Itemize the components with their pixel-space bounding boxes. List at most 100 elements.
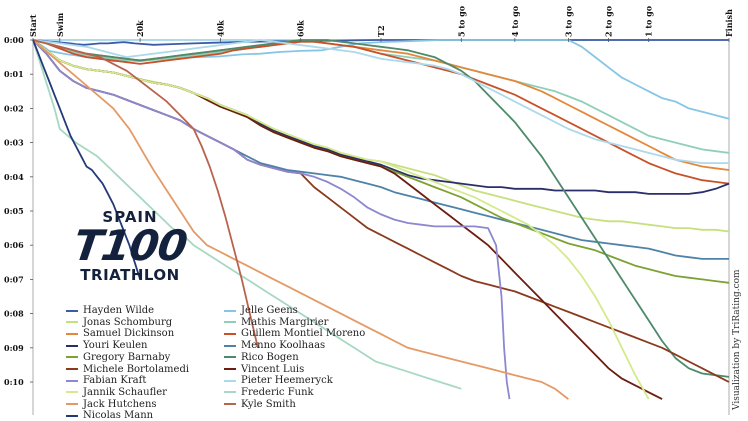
series-line — [32, 39, 730, 378]
legend-swatch — [224, 332, 236, 335]
credit-label: Visualization by TriRating.com — [732, 269, 742, 410]
y-tick-label: 0:05 — [4, 206, 24, 216]
series-line — [32, 39, 729, 165]
legend-item: Michele Bortolamedi — [66, 364, 189, 375]
y-tick-label: 0:10 — [4, 377, 24, 387]
x-tick-label: Finish — [724, 9, 734, 37]
y-tick-label: 0:00 — [4, 35, 24, 45]
legend-swatch — [224, 391, 236, 394]
series-line — [32, 39, 462, 390]
legend-swatch — [224, 356, 236, 359]
legend-item: Mathis Margirier — [224, 317, 328, 328]
x-axis-ticks: Start Swim 20k 40k 60k T2 5 to go 4 to go 3 to g… — [28, 5, 734, 42]
legend-swatch — [66, 332, 78, 335]
legend-item: Menno Koolhaas — [224, 340, 325, 351]
legend-label: Nicolas Mann — [83, 410, 154, 421]
legend-swatch — [224, 344, 236, 347]
legend-item: Youri Keulen — [66, 340, 147, 351]
legend-item: Frederic Funk — [224, 387, 314, 398]
legend-label: Pieter Heemeryck — [241, 375, 333, 387]
legend-item: Kyle Smith — [224, 399, 296, 410]
legend-swatch — [66, 391, 78, 394]
legend-swatch — [224, 309, 236, 312]
legend-item: Hayden Wilde — [66, 305, 154, 316]
x-tick-label: 4 to go — [510, 5, 520, 37]
legend-item: Jack Hutchens — [66, 399, 157, 410]
legend-label: Jannik Schaufler — [83, 386, 167, 398]
legend-swatch — [66, 414, 78, 417]
legend-swatch — [224, 368, 236, 370]
y-tick-label: 0:08 — [4, 309, 24, 319]
event-logo: SPAIN T100 TRIATHLON — [44, 208, 216, 284]
legend-swatch — [66, 321, 78, 324]
x-tick-label: Start — [28, 14, 38, 37]
x-tick-label: Swim — [55, 12, 65, 37]
legend-label: Hayden Wilde — [83, 305, 155, 316]
legend-label: Samuel Dickinson — [83, 328, 175, 340]
legend-label: Jonas Schomburg — [83, 316, 173, 328]
legend-item: Fabian Kraft — [66, 375, 146, 386]
legend-swatch — [66, 356, 78, 359]
y-tick-label: 0:01 — [4, 69, 24, 79]
legend-label: Kyle Smith — [241, 398, 296, 410]
legend-label: Frederic Funk — [241, 386, 314, 398]
legend-label: Michele Bortolamedi — [83, 363, 190, 375]
legend-item: Rico Bogen — [224, 352, 299, 363]
x-tick-label: 5 to go — [456, 5, 466, 37]
legend-item: Nicolas Mann — [66, 410, 153, 421]
series-line — [32, 39, 511, 400]
legend-label: Guillem Montiel Moreno — [241, 328, 366, 340]
y-tick-label: 0:06 — [4, 240, 24, 250]
legend-label: Menno Koolhaas — [241, 340, 326, 352]
x-tick-label: 3 to go — [563, 5, 573, 37]
x-tick-label: 2 to go — [604, 5, 614, 37]
x-tick-label: 20k — [135, 20, 145, 37]
legend-label: Youri Keulen — [83, 340, 148, 352]
legend-label: Jack Hutchens — [83, 398, 157, 410]
series-line — [32, 39, 730, 185]
legend-item: Jelle Geens — [224, 305, 298, 316]
y-tick-label: 0:04 — [4, 172, 24, 182]
legend-label: Jelle Geens — [241, 305, 298, 316]
legend-label: Fabian Kraft — [83, 375, 147, 387]
legend-item: Samuel Dickinson — [66, 328, 174, 339]
series-line — [32, 39, 730, 154]
y-axis-ticks: 0:00 0:01 0:02 0:03 0:04 0:05 0:06 0:07 0:08 0:09… — [4, 35, 33, 387]
legend-label: Gregory Barnaby — [83, 351, 171, 363]
credit-text: Visualization by TriRating.com — [732, 269, 744, 410]
legend-swatch — [66, 368, 78, 370]
series-line — [32, 39, 569, 400]
legend-label: Vincent Luis — [241, 363, 305, 375]
x-tick-label: 60k — [296, 20, 306, 37]
y-tick-label: 0:02 — [4, 103, 24, 113]
logo-line-3: TRIATHLON — [80, 266, 180, 284]
legend-item: Gregory Barnaby — [66, 352, 170, 363]
x-tick-label: 40k — [215, 20, 225, 37]
series-line — [32, 39, 730, 233]
legend-swatch — [66, 379, 78, 382]
y-tick-label: 0:09 — [4, 343, 24, 353]
legend-label: Mathis Margirier — [241, 316, 329, 328]
legend-label: Rico Bogen — [241, 351, 299, 363]
legend-swatch — [224, 321, 236, 324]
legend-item: Jannik Schaufler — [66, 387, 167, 398]
legend-item: Guillem Montiel Moreno — [224, 328, 365, 339]
legend-item: Pieter Heemeryck — [224, 375, 333, 386]
legend-swatch — [224, 403, 236, 406]
legend-swatch — [224, 379, 236, 382]
y-tick-label: 0:07 — [4, 274, 24, 284]
x-tick-label: 1 to go — [644, 5, 654, 37]
series-line — [32, 39, 259, 349]
y-tick-label: 0:03 — [4, 138, 24, 148]
legend-item: Vincent Luis — [224, 364, 304, 375]
x-tick-label: T2 — [376, 25, 386, 37]
legend-item: Jonas Schomburg — [66, 317, 172, 328]
logo-line-2: T100 — [70, 221, 190, 270]
legend-swatch — [66, 403, 78, 406]
legend-swatch — [66, 344, 78, 347]
logo-line-1: SPAIN — [102, 208, 158, 226]
legend-swatch — [66, 309, 78, 312]
series-line — [32, 39, 141, 280]
